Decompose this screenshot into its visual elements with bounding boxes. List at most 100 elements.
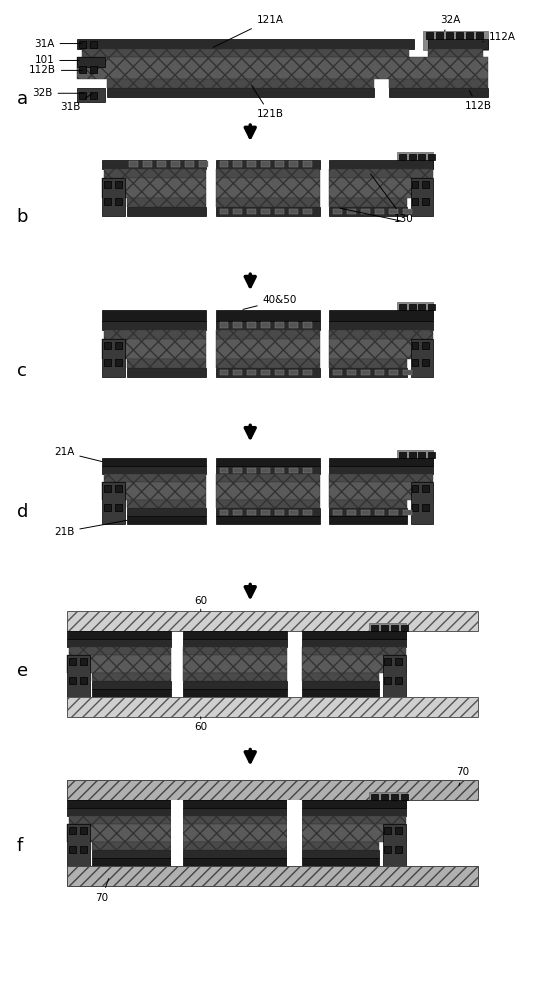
Text: c: c bbox=[17, 362, 27, 380]
Bar bbox=[409, 154, 415, 160]
Bar bbox=[183, 858, 287, 866]
Bar bbox=[104, 169, 205, 178]
Bar bbox=[104, 181, 111, 188]
Bar bbox=[216, 458, 319, 466]
Bar bbox=[69, 677, 76, 684]
Bar bbox=[476, 32, 483, 39]
Bar bbox=[247, 370, 256, 375]
Bar bbox=[329, 482, 433, 500]
Bar bbox=[383, 655, 405, 697]
Bar bbox=[107, 79, 374, 88]
Bar bbox=[261, 161, 270, 167]
Bar bbox=[77, 88, 105, 102]
Bar bbox=[102, 160, 205, 169]
Bar bbox=[126, 500, 205, 508]
Bar bbox=[220, 209, 228, 214]
Bar bbox=[391, 625, 398, 631]
Bar bbox=[67, 824, 171, 842]
Bar bbox=[247, 161, 256, 167]
Bar bbox=[395, 827, 402, 834]
Bar bbox=[446, 32, 453, 39]
Bar bbox=[302, 639, 405, 647]
Bar bbox=[216, 330, 319, 339]
Bar bbox=[233, 370, 243, 375]
Bar bbox=[334, 370, 342, 375]
Bar bbox=[419, 304, 426, 310]
Bar bbox=[329, 368, 407, 377]
Bar bbox=[261, 468, 270, 473]
Bar bbox=[302, 673, 379, 681]
Bar bbox=[92, 850, 171, 858]
Bar bbox=[302, 808, 405, 816]
Bar bbox=[409, 304, 415, 310]
Bar bbox=[67, 808, 171, 816]
Text: 31A: 31A bbox=[34, 39, 82, 49]
Bar bbox=[422, 504, 429, 511]
Bar bbox=[171, 800, 183, 866]
Bar bbox=[90, 66, 97, 73]
Bar bbox=[67, 697, 478, 717]
Bar bbox=[261, 370, 270, 375]
Bar bbox=[216, 310, 319, 321]
Bar bbox=[157, 161, 166, 167]
Bar bbox=[79, 66, 86, 73]
Bar bbox=[329, 339, 433, 359]
Bar bbox=[126, 359, 205, 368]
Bar bbox=[375, 510, 384, 515]
Text: f: f bbox=[17, 837, 23, 855]
Bar bbox=[403, 510, 411, 515]
Bar bbox=[401, 625, 408, 631]
Text: d: d bbox=[17, 503, 28, 521]
Bar bbox=[216, 466, 319, 474]
Bar bbox=[102, 178, 124, 216]
Bar bbox=[302, 842, 379, 850]
Bar bbox=[69, 658, 76, 665]
Bar bbox=[347, 209, 356, 214]
Text: 60: 60 bbox=[194, 596, 207, 611]
Bar bbox=[389, 88, 488, 97]
Bar bbox=[220, 370, 228, 375]
Bar bbox=[289, 161, 298, 167]
Text: 121B: 121B bbox=[252, 86, 283, 119]
Bar bbox=[361, 510, 370, 515]
Bar bbox=[289, 510, 298, 515]
Bar bbox=[403, 209, 411, 214]
Bar bbox=[466, 32, 473, 39]
Bar bbox=[102, 466, 205, 474]
Bar bbox=[329, 516, 407, 524]
Bar bbox=[287, 800, 302, 866]
Bar bbox=[411, 504, 419, 511]
Bar bbox=[389, 209, 398, 214]
Bar bbox=[302, 858, 379, 866]
Text: e: e bbox=[17, 662, 28, 680]
Bar bbox=[329, 466, 433, 474]
Bar bbox=[437, 32, 443, 39]
Bar bbox=[104, 359, 111, 366]
Bar bbox=[275, 161, 284, 167]
Bar bbox=[329, 169, 433, 178]
Bar bbox=[397, 302, 433, 319]
Bar bbox=[410, 339, 433, 377]
Bar bbox=[384, 658, 391, 665]
Bar bbox=[92, 842, 171, 850]
Bar bbox=[130, 161, 138, 167]
Bar bbox=[375, 209, 384, 214]
Bar bbox=[67, 639, 171, 647]
Bar bbox=[220, 468, 228, 473]
Bar bbox=[399, 452, 405, 458]
Bar bbox=[334, 209, 342, 214]
Bar bbox=[289, 322, 298, 328]
Bar bbox=[102, 482, 205, 500]
Bar bbox=[247, 510, 256, 515]
Bar bbox=[79, 41, 86, 48]
Bar bbox=[216, 160, 319, 169]
Text: 112B: 112B bbox=[29, 65, 82, 75]
Text: a: a bbox=[17, 90, 28, 108]
Bar bbox=[411, 181, 419, 188]
Bar bbox=[216, 482, 319, 500]
Bar bbox=[220, 322, 228, 328]
Bar bbox=[329, 321, 433, 330]
Text: 21A: 21A bbox=[54, 447, 102, 462]
Bar bbox=[216, 339, 319, 359]
Text: 32A: 32A bbox=[440, 15, 461, 31]
